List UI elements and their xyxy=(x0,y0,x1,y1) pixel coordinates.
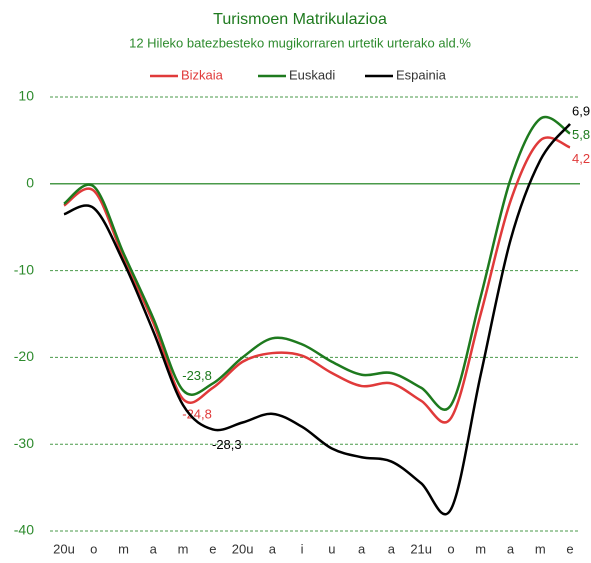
x-tick-label: i xyxy=(301,541,304,556)
x-tick-label: 20u xyxy=(53,541,75,556)
x-tick-label: a xyxy=(358,541,366,556)
x-tick-label: m xyxy=(118,541,129,556)
data-label: -24,8 xyxy=(182,407,212,422)
y-tick-label: -10 xyxy=(14,261,34,277)
y-tick-label: -40 xyxy=(14,522,34,538)
chart-title: Turismoen Matrikulazioa xyxy=(213,11,387,28)
chart-subtitle: 12 Hileko batezbesteko mugikorraren urte… xyxy=(129,35,471,50)
y-tick-label: 0 xyxy=(26,175,34,191)
x-tick-label: 20u xyxy=(232,541,254,556)
x-tick-label: m xyxy=(178,541,189,556)
data-label: -23,8 xyxy=(182,368,212,383)
series-line xyxy=(63,123,571,516)
x-tick-label: e xyxy=(209,541,216,556)
legend-label: Bizkaia xyxy=(181,67,224,82)
x-tick-label: m xyxy=(475,541,486,556)
data-label: 4,2 xyxy=(572,151,590,166)
data-label: 5,8 xyxy=(572,127,590,142)
x-tick-label: 21u xyxy=(410,541,432,556)
legend-label: Espainia xyxy=(396,67,447,82)
data-label: -28,3 xyxy=(212,437,242,452)
series-line xyxy=(63,136,571,424)
y-tick-label: 10 xyxy=(18,88,34,104)
x-tick-label: o xyxy=(447,541,454,556)
x-tick-label: a xyxy=(150,541,158,556)
x-tick-label: a xyxy=(388,541,396,556)
y-tick-label: -30 xyxy=(14,435,34,451)
legend-label: Euskadi xyxy=(289,67,335,82)
x-tick-label: a xyxy=(269,541,277,556)
x-tick-label: a xyxy=(507,541,515,556)
series-line xyxy=(63,115,571,411)
x-tick-label: e xyxy=(566,541,573,556)
y-tick-label: -20 xyxy=(14,348,34,364)
x-tick-label: u xyxy=(328,541,335,556)
data-label: 6,9 xyxy=(572,103,590,118)
x-tick-label: o xyxy=(90,541,97,556)
x-tick-label: m xyxy=(535,541,546,556)
